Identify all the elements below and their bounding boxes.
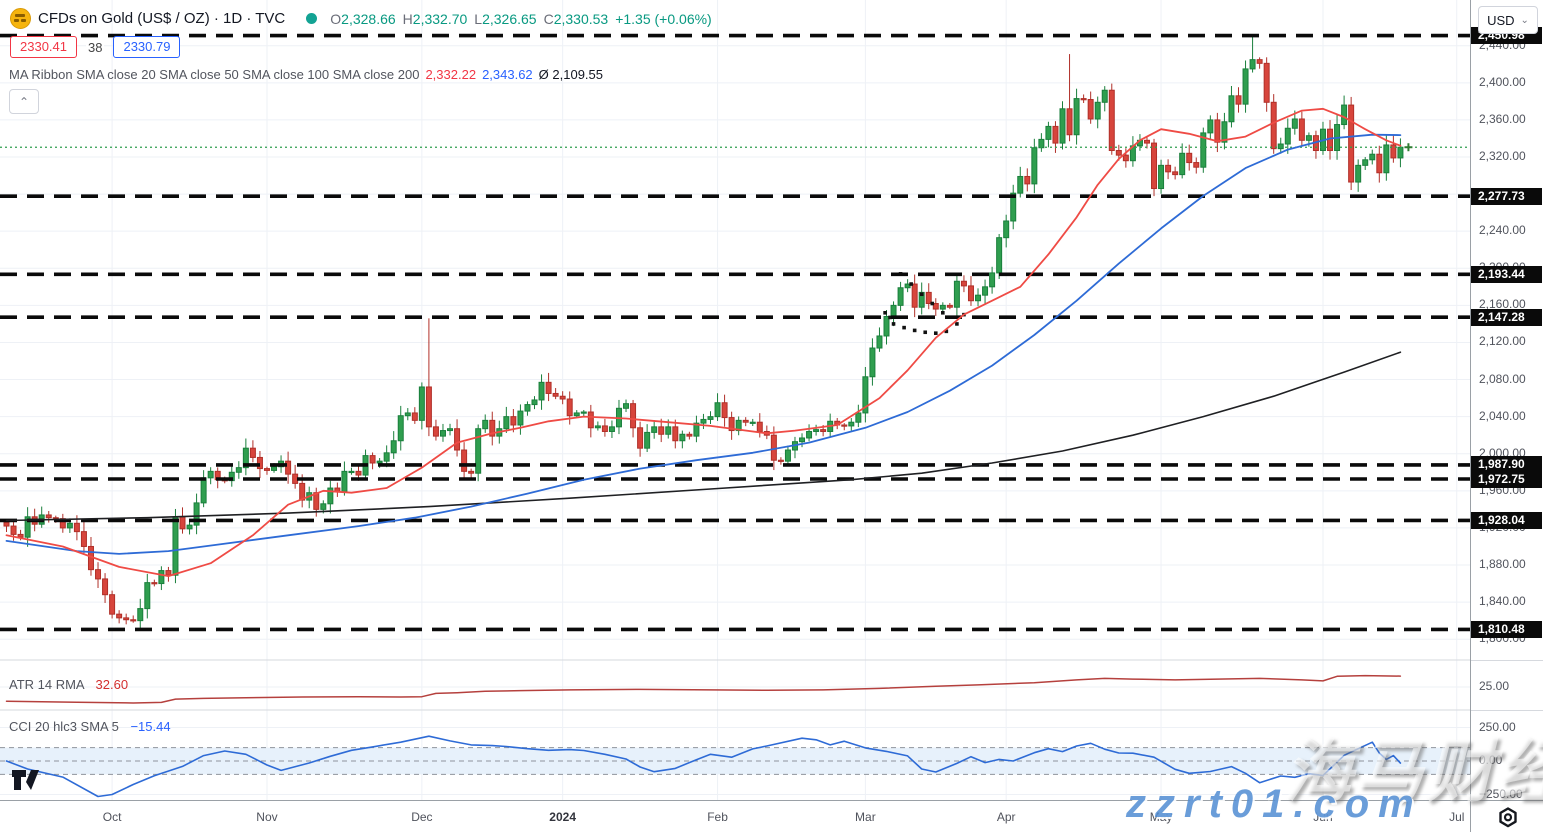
sr-price-label[interactable]: 1,928.04 xyxy=(1471,511,1542,529)
time-axis-label-mar: Mar xyxy=(855,810,876,824)
atr-legend[interactable]: ATR 14 RMA 32.60 xyxy=(9,677,128,692)
price-tick: 2,040.00 xyxy=(1479,408,1526,423)
time-axis[interactable]: Oct Nov Dec 2024 Feb Mar Apr May Jun Jul xyxy=(0,800,1543,832)
gold-coin-icon xyxy=(10,8,31,29)
time-axis-label-apr: Apr xyxy=(996,810,1016,824)
spread-value: 38 xyxy=(86,39,105,55)
close-value: 2,330.53 xyxy=(553,10,609,27)
cci-tick: 250.00 xyxy=(1479,719,1516,734)
cci-tick: −250.00 xyxy=(1479,786,1523,801)
price-tick: 2,160.00 xyxy=(1479,297,1526,312)
ma-ribbon-label: MA Ribbon SMA close 20 SMA close 50 SMA … xyxy=(9,67,420,82)
sr-price-label[interactable]: 2,277.73 xyxy=(1471,187,1542,205)
price-tick: 2,320.00 xyxy=(1479,149,1526,163)
sr-price-label[interactable]: 2,193.44 xyxy=(1471,265,1542,283)
red-price-level-box[interactable]: 2330.41 xyxy=(10,36,77,58)
price-tick: 2,360.00 xyxy=(1479,111,1526,126)
price-axis[interactable]: USD ⌄ 2,440.00 2,400.00 2,360.00 2,320.00 2,… xyxy=(1470,0,1543,801)
price-tick: 2,000.00 xyxy=(1479,445,1526,460)
high-value: 2,332.70 xyxy=(412,10,468,27)
time-axis-label-jul: Jul xyxy=(1449,810,1465,824)
collapse-legend-button[interactable]: ⌃ xyxy=(9,89,39,114)
cci-legend[interactable]: CCI 20 hlc3 SMA 5 −15.44 xyxy=(9,719,171,734)
atr-value: 32.60 xyxy=(95,677,129,692)
time-axis-label-jun: Jun xyxy=(1313,810,1333,824)
time-axis-label-dec: Dec xyxy=(411,810,433,824)
symbol-title[interactable]: CFDs on Gold (US$ / OZ) · 1D · TVC xyxy=(38,10,286,27)
symbol-header: CFDs on Gold (US$ / OZ) · 1D · TVC O2,32… xyxy=(10,8,712,29)
price-tick: 2,080.00 xyxy=(1479,371,1526,386)
blue-price-level-box[interactable]: 2330.79 xyxy=(113,36,181,58)
price-level-boxes: 2330.41 38 2330.79 xyxy=(10,36,181,58)
open-label: O xyxy=(330,10,342,27)
atr-tick: 25.00 xyxy=(1479,679,1510,693)
axis-pane-separator xyxy=(1471,660,1543,661)
ma-value-red: 2,332.22 xyxy=(425,67,477,82)
price-tick: 1,880.00 xyxy=(1479,557,1526,571)
ma-ribbon-legend[interactable]: MA Ribbon SMA close 20 SMA close 50 SMA … xyxy=(9,67,603,82)
time-axis-label-oct: Oct xyxy=(102,810,122,824)
tradingview-logo[interactable] xyxy=(11,769,41,791)
close-label: C xyxy=(543,10,554,27)
cci-value: −15.44 xyxy=(130,719,171,734)
ma-value-average: Ø 2,109.55 xyxy=(538,67,603,82)
time-axis-label-2024: 2024 xyxy=(549,810,577,824)
price-tick: 1,840.00 xyxy=(1479,594,1526,609)
open-value: 2,328.66 xyxy=(341,10,396,27)
high-label: H xyxy=(402,10,413,27)
axis-pane-separator xyxy=(1471,710,1543,711)
gear-icon[interactable] xyxy=(1496,806,1520,830)
time-axis-label-feb: Feb xyxy=(707,810,728,824)
sr-price-label[interactable]: 1,987.90 xyxy=(1471,456,1542,474)
chevron-up-icon: ⌃ xyxy=(18,94,30,109)
low-value: 2,326.65 xyxy=(482,10,537,27)
time-axis-label-may: May xyxy=(1149,810,1173,824)
sr-price-label[interactable]: 1,972.75 xyxy=(1471,470,1542,488)
price-tick: 2,120.00 xyxy=(1479,334,1526,349)
price-chart-canvas[interactable] xyxy=(0,0,1470,800)
sr-price-label[interactable]: 2,147.28 xyxy=(1471,308,1542,326)
atr-label: ATR 14 RMA xyxy=(9,677,84,692)
cci-tick: 0.00 xyxy=(1479,753,1503,767)
axis-corner-separator xyxy=(1470,801,1471,832)
currency-value: USD xyxy=(1487,12,1515,28)
chevron-down-icon: ⌄ xyxy=(1520,14,1529,26)
ohlc-readout: O2,328.66 H2,332.70 L2,326.65 C2,330.53 +1.3… xyxy=(330,11,711,27)
time-axis-label-nov: Nov xyxy=(256,810,278,824)
price-tick: 2,400.00 xyxy=(1479,74,1526,89)
price-tick: 2,240.00 xyxy=(1479,223,1526,238)
low-label: L xyxy=(474,10,483,27)
cci-label: CCI 20 hlc3 SMA 5 xyxy=(9,719,119,734)
sr-price-label[interactable]: 1,810.48 xyxy=(1471,620,1542,638)
currency-selector[interactable]: USD ⌄ xyxy=(1478,6,1538,34)
market-status-dot xyxy=(306,13,318,24)
change-value: +1.35 (+0.06%) xyxy=(615,10,712,27)
ma-value-blue: 2,343.62 xyxy=(482,67,533,82)
